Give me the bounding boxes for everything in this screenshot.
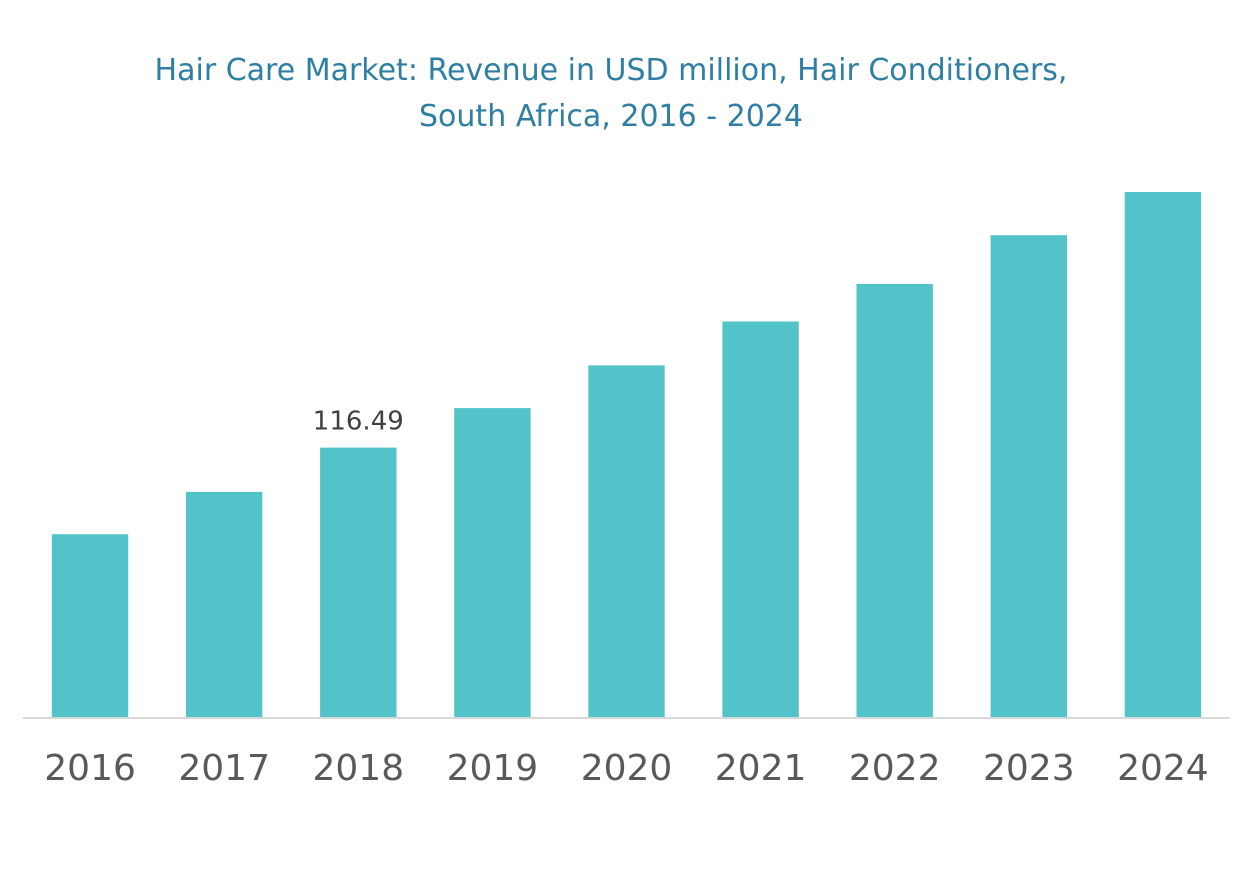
data-label-2018: 116.49 <box>313 407 404 437</box>
chart-title: Hair Care Market: Revenue in USD million… <box>0 48 1222 140</box>
x-tick-label-2017: 2017 <box>178 748 270 789</box>
bar-2016 <box>51 534 129 718</box>
bar-2023 <box>990 235 1067 718</box>
chart-title-line-1: Hair Care Market: Revenue in USD million… <box>154 53 1068 88</box>
data-labels: 116.49 <box>313 407 404 437</box>
bar-2024 <box>1124 192 1202 718</box>
bar-series <box>51 192 1202 718</box>
bar-2017 <box>185 491 263 718</box>
x-axis-ticks: 2016 2017 2018 2019 2020 2021 2022 2023 2024 <box>44 748 1208 789</box>
x-tick-label-2018: 2018 <box>312 748 404 789</box>
x-tick-label-2020: 2020 <box>581 748 673 789</box>
bar-2018 <box>320 447 397 718</box>
x-tick-label-2024: 2024 <box>1117 748 1209 789</box>
x-tick-label-2022: 2022 <box>849 748 941 789</box>
x-tick-label-2023: 2023 <box>983 748 1075 789</box>
bar-2022 <box>856 283 933 718</box>
x-tick-label-2016: 2016 <box>44 748 136 789</box>
x-tick-label-2021: 2021 <box>715 748 807 789</box>
bar-2021 <box>722 321 799 718</box>
bar-2019 <box>454 408 531 718</box>
bar-2020 <box>588 365 665 718</box>
chart-title-line-2: South Africa, 2016 - 2024 <box>419 99 803 134</box>
x-tick-label-2019: 2019 <box>447 748 539 789</box>
